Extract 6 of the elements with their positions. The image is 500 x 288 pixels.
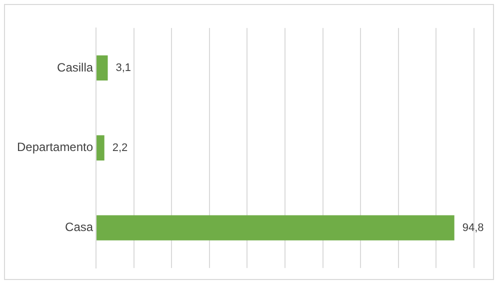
data-label: 2,2 — [112, 142, 128, 154]
y-tick-label: Casilla — [57, 60, 94, 74]
y-tick-label: Departamento — [16, 140, 94, 154]
data-label: 3,1 — [116, 62, 132, 74]
y-tick-label: Casa — [65, 220, 94, 234]
data-label: 94,8 — [462, 222, 484, 234]
